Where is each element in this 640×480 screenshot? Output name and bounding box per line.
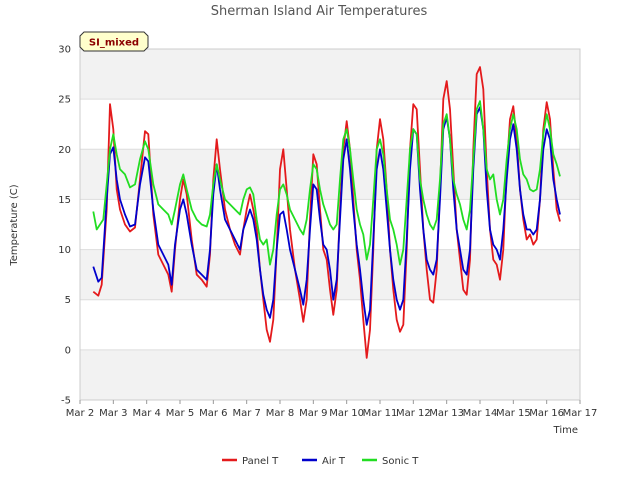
y-tick-label: 0 [65, 345, 71, 356]
y-tick-label: 30 [58, 45, 71, 56]
badge-label: SI_mixed [89, 38, 139, 49]
x-tick-label: Mar 14 [463, 408, 498, 419]
x-tick-label: Mar 4 [132, 408, 160, 419]
legend-label-sonic-t: Sonic T [382, 456, 419, 467]
legend-label-air-t: Air T [322, 456, 346, 467]
x-tick-label: Mar 7 [232, 408, 260, 419]
background-band [80, 49, 580, 100]
x-axis-label: Time [553, 425, 578, 436]
background-band [80, 149, 580, 200]
y-tick-label: 10 [58, 245, 71, 256]
x-axis-ticks: Mar 2 Mar 3 Mar 4 Mar 5 Mar 6 Mar 7 Mar 8 Mar 9… [66, 400, 598, 419]
legend-label-panel-t: Panel T [242, 456, 279, 467]
x-tick-label: Mar 10 [329, 408, 364, 419]
x-tick-label: Mar 6 [199, 408, 227, 419]
y-tick-label: 20 [58, 145, 71, 156]
x-tick-label: Mar 9 [299, 408, 327, 419]
legend: Panel T Air T Sonic T [222, 456, 419, 467]
mixed-badge: SI_mixed [79, 31, 149, 52]
y-tick-label: 5 [65, 295, 71, 306]
series-line-air-t [92, 106, 561, 326]
chart-title: Sherman Island Air Temperatures [211, 4, 428, 19]
series-line-sonic-t [92, 100, 561, 266]
x-tick-label: Mar 3 [99, 408, 127, 419]
y-tick-label: -5 [61, 396, 71, 407]
x-tick-label: Mar 12 [396, 408, 431, 419]
y-tick-label: 25 [58, 95, 71, 106]
x-tick-label: Mar 15 [496, 408, 531, 419]
x-tick-label: Mar 2 [66, 408, 94, 419]
x-tick-label: Mar 17 [563, 408, 598, 419]
y-tick-label: 15 [58, 195, 71, 206]
x-tick-label: Mar 8 [266, 408, 294, 419]
y-axis-ticks: -5 0 5 10 15 20 25 30 [58, 45, 71, 407]
plot-area [79, 48, 581, 401]
y-axis-label: Temperature (C) [9, 184, 20, 266]
x-tick-label: Mar 5 [166, 408, 194, 419]
series-layer [92, 66, 561, 359]
background-band [80, 349, 580, 400]
x-tick-label: Mar 13 [429, 408, 464, 419]
x-tick-label: Mar 16 [529, 408, 564, 419]
x-tick-label: Mar 11 [363, 408, 398, 419]
